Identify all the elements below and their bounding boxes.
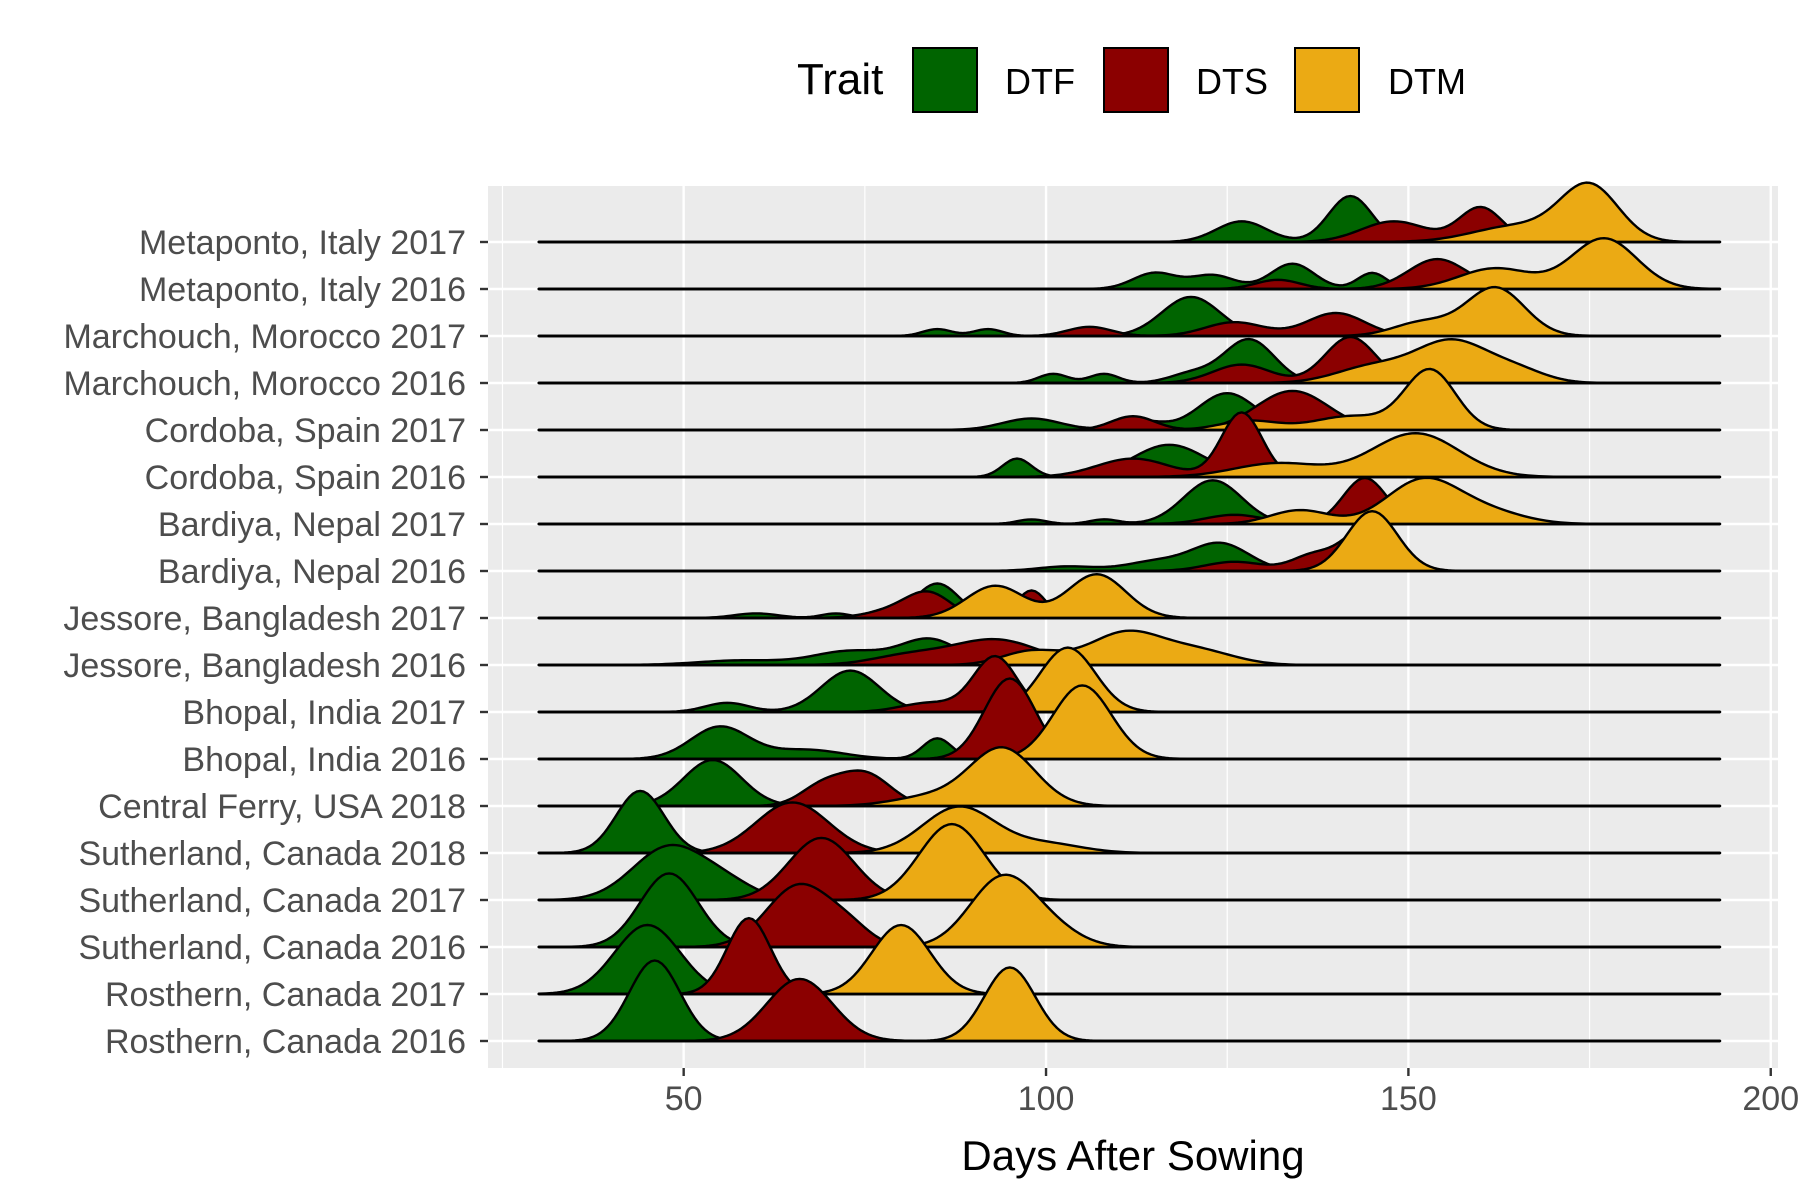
x-tick-label: 50 (665, 1080, 703, 1118)
ridge-row (537, 181, 1722, 244)
y-tick-label: Marchouch, Morocco 2016 (63, 365, 466, 403)
ridge-row (537, 476, 1722, 526)
y-tick-label: Jessore, Bangladesh 2017 (63, 600, 466, 638)
y-tick-label: Sutherland, Canada 2018 (78, 835, 466, 873)
ridge-row (537, 236, 1722, 291)
ridge-row (537, 646, 1722, 714)
ridge-row (537, 746, 1722, 808)
y-tick-label: Metaponto, Italy 2017 (139, 224, 466, 262)
legend: Trait DTF DTS DTM (0, 45, 1800, 115)
y-tick-label: Cordoba, Spain 2016 (145, 459, 466, 497)
y-tick-label: Sutherland, Canada 2016 (78, 929, 466, 967)
legend-label-dts: DTS (1196, 61, 1268, 102)
ridge-row (537, 411, 1722, 479)
y-tick-label: Marchouch, Morocco 2017 (63, 318, 466, 356)
y-tick-label: Bhopal, India 2016 (182, 741, 466, 779)
y-tick-label: Central Ferry, USA 2018 (98, 788, 466, 826)
x-tick-label: 100 (1018, 1080, 1075, 1118)
y-tick-label: Bardiya, Nepal 2017 (158, 506, 466, 544)
y-tick-label: Sutherland, Canada 2017 (78, 882, 466, 920)
legend-key-dtf (912, 47, 978, 113)
y-tick-label: Rosthern, Canada 2017 (105, 976, 466, 1014)
y-tick-label: Cordoba, Spain 2017 (145, 412, 466, 450)
legend-title: Trait (797, 55, 884, 104)
ridge-row (537, 573, 1722, 620)
x-axis-title: Days After Sowing (961, 1132, 1304, 1179)
ridge-row (537, 677, 1722, 761)
ridge-row (537, 510, 1722, 573)
y-axis: Metaponto, Italy 2017 Metaponto, Italy 20… (63, 224, 488, 1061)
y-tick-label: Bardiya, Nepal 2016 (158, 553, 466, 591)
ridge-row (537, 629, 1722, 667)
ridge-row (537, 285, 1722, 338)
y-tick-label: Jessore, Bangladesh 2016 (63, 647, 466, 685)
y-tick-label: Metaponto, Italy 2016 (139, 271, 466, 309)
ridge-row (537, 789, 1722, 855)
y-tick-label: Rosthern, Canada 2016 (105, 1023, 466, 1061)
ridge-row (537, 367, 1722, 432)
ridge-row (537, 959, 1722, 1043)
ridges (537, 181, 1722, 1043)
x-tick-label: 150 (1380, 1080, 1437, 1118)
legend-key-dtm (1294, 47, 1360, 113)
y-tick-label: Bhopal, India 2017 (182, 694, 466, 732)
legend-label-dtf: DTF (1005, 61, 1075, 102)
legend-label-dtm: DTM (1388, 61, 1466, 102)
x-axis: 50 100 150 200 (665, 1068, 1799, 1118)
legend-key-dts (1103, 47, 1169, 113)
x-tick-label: 200 (1742, 1080, 1799, 1118)
